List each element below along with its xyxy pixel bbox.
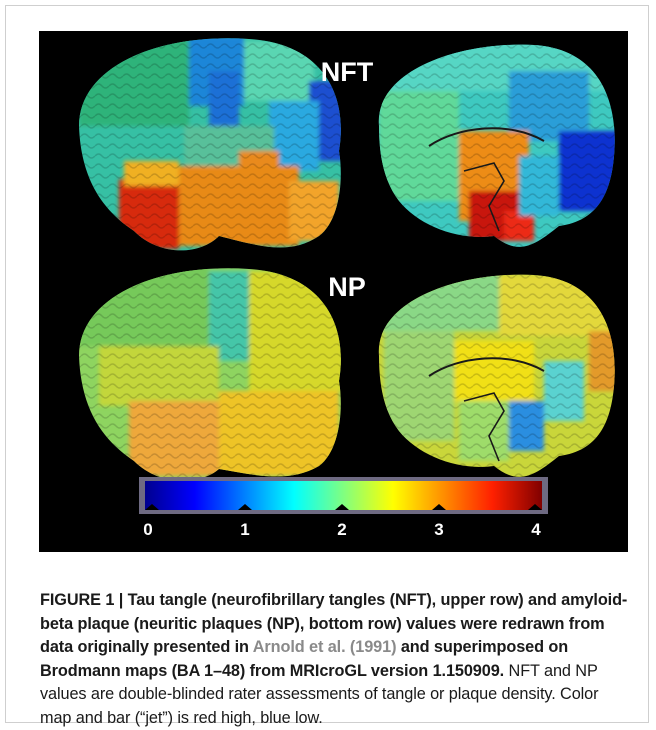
- figure-frame: NFT NP 0 1 2 3 4 FIGURE 1 | Tau tangle (…: [5, 5, 649, 727]
- row-label-nft: NFT: [321, 57, 374, 87]
- caption-normal-text: NFT and NP values are double-blinded rat…: [40, 661, 599, 727]
- colorbar-tick-1: 1: [240, 520, 249, 539]
- caption-bold-text-2: and superimposed on Brodmann maps (BA 1–…: [40, 638, 569, 680]
- nft-lateral-brain: [79, 38, 341, 251]
- np-lateral-brain: [79, 268, 341, 481]
- caption-bold-text: Tau tangle (neurofibrillary tangles (NFT…: [40, 591, 628, 656]
- colorbar-tick-0: 0: [143, 520, 152, 539]
- caption-label: FIGURE 1 |: [40, 591, 128, 609]
- caption-reference-link[interactable]: Arnold et al. (1991): [252, 638, 397, 656]
- np-medial-brain: [378, 274, 615, 477]
- figure-caption: FIGURE 1 | Tau tangle (neurofibrillary t…: [40, 589, 630, 730]
- nft-medial-brain: [378, 44, 615, 247]
- colorbar-tick-3: 3: [434, 520, 443, 539]
- colorbar-gradient: [145, 481, 542, 510]
- row-label-np: NP: [328, 272, 366, 302]
- colorbar-tick-2: 2: [337, 520, 346, 539]
- brain-figure: NFT NP 0 1 2 3 4: [39, 31, 628, 552]
- colorbar: 0 1 2 3 4: [139, 477, 548, 539]
- brain-maps-svg: NFT NP 0 1 2 3 4: [79, 38, 615, 539]
- colorbar-tick-4: 4: [531, 520, 541, 539]
